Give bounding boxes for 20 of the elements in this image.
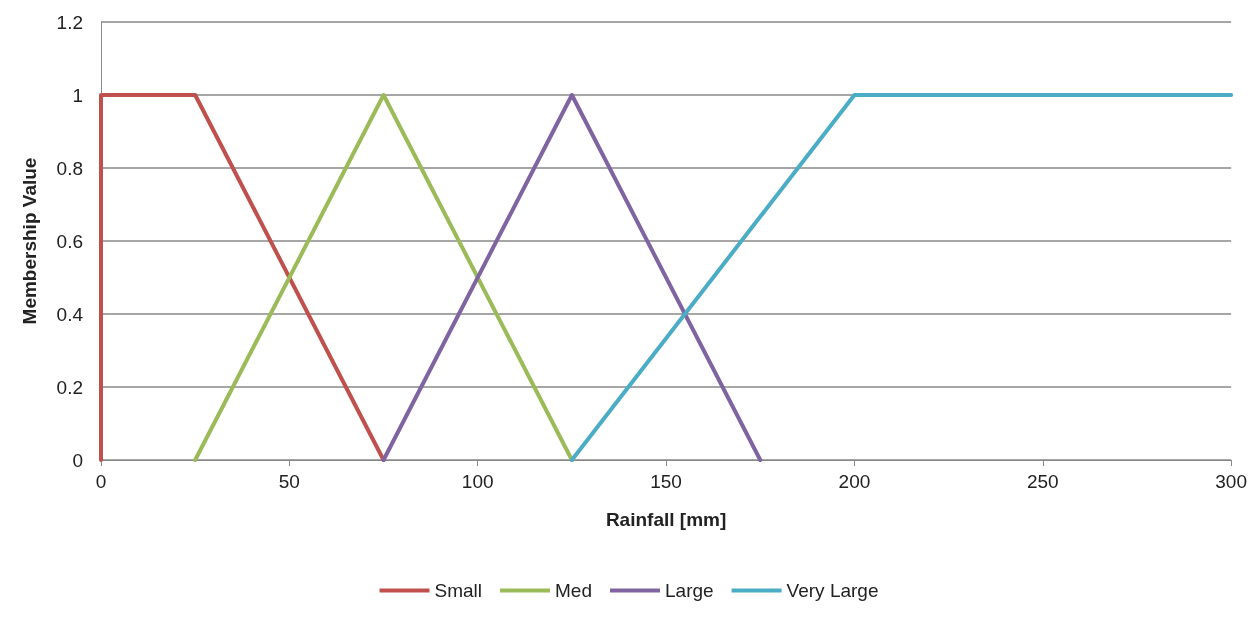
legend-label: Small <box>434 580 483 601</box>
y-tick-label: 0.2 <box>56 376 83 398</box>
x-axis-title: Rainfall [mm] <box>605 509 727 530</box>
x-tick-label: 50 <box>278 471 300 492</box>
x-tick-label: 100 <box>461 471 494 492</box>
legend-label: Large <box>664 580 714 601</box>
x-tick-label: 250 <box>1026 471 1059 492</box>
y-tick-label: 0.4 <box>56 303 84 325</box>
y-tick-label: 0.8 <box>56 157 83 179</box>
legend-label: Med <box>555 580 592 601</box>
x-tick-label: 150 <box>650 471 682 492</box>
y-tick-label: 1 <box>72 84 83 106</box>
legend-label: Very Large <box>786 580 879 601</box>
y-tick-label: 1.2 <box>56 11 83 33</box>
y-tick-label: 0.6 <box>56 230 83 252</box>
x-tick-label: 200 <box>838 471 871 492</box>
y-axis-title: Membership Value <box>19 157 40 325</box>
y-tick-label: 0 <box>72 449 83 471</box>
x-tick-label: 300 <box>1215 471 1247 492</box>
x-tick-label: 0 <box>95 471 107 492</box>
